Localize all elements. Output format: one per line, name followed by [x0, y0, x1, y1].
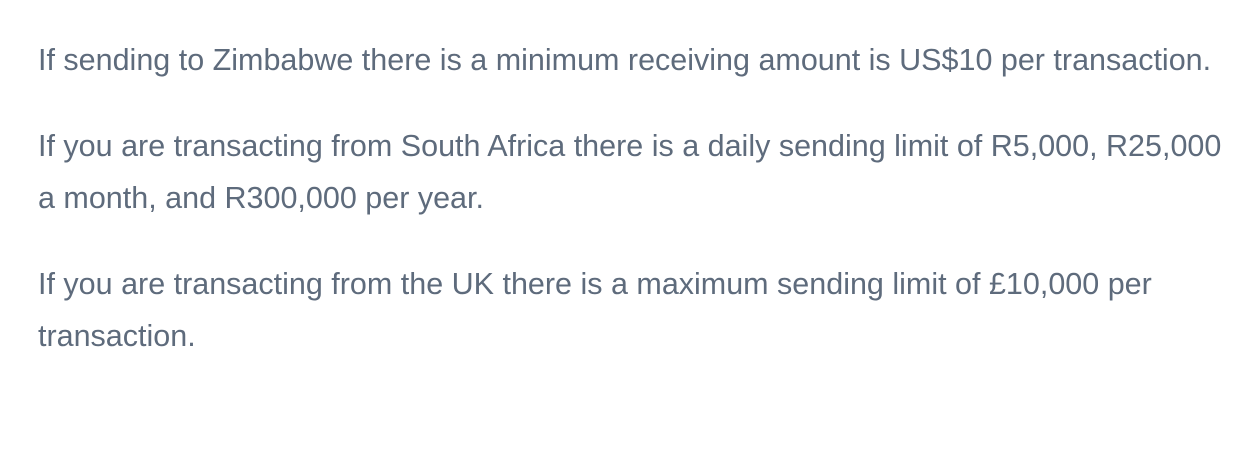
limits-content: If sending to Zimbabwe there is a minimu… — [38, 34, 1233, 396]
zimbabwe-limit-paragraph: If sending to Zimbabwe there is a minimu… — [38, 43, 1212, 77]
uk-limit-paragraph: If you are transacting from the UK there… — [38, 267, 1152, 353]
south-africa-limit-paragraph: If you are transacting from South Africa… — [38, 129, 1222, 215]
